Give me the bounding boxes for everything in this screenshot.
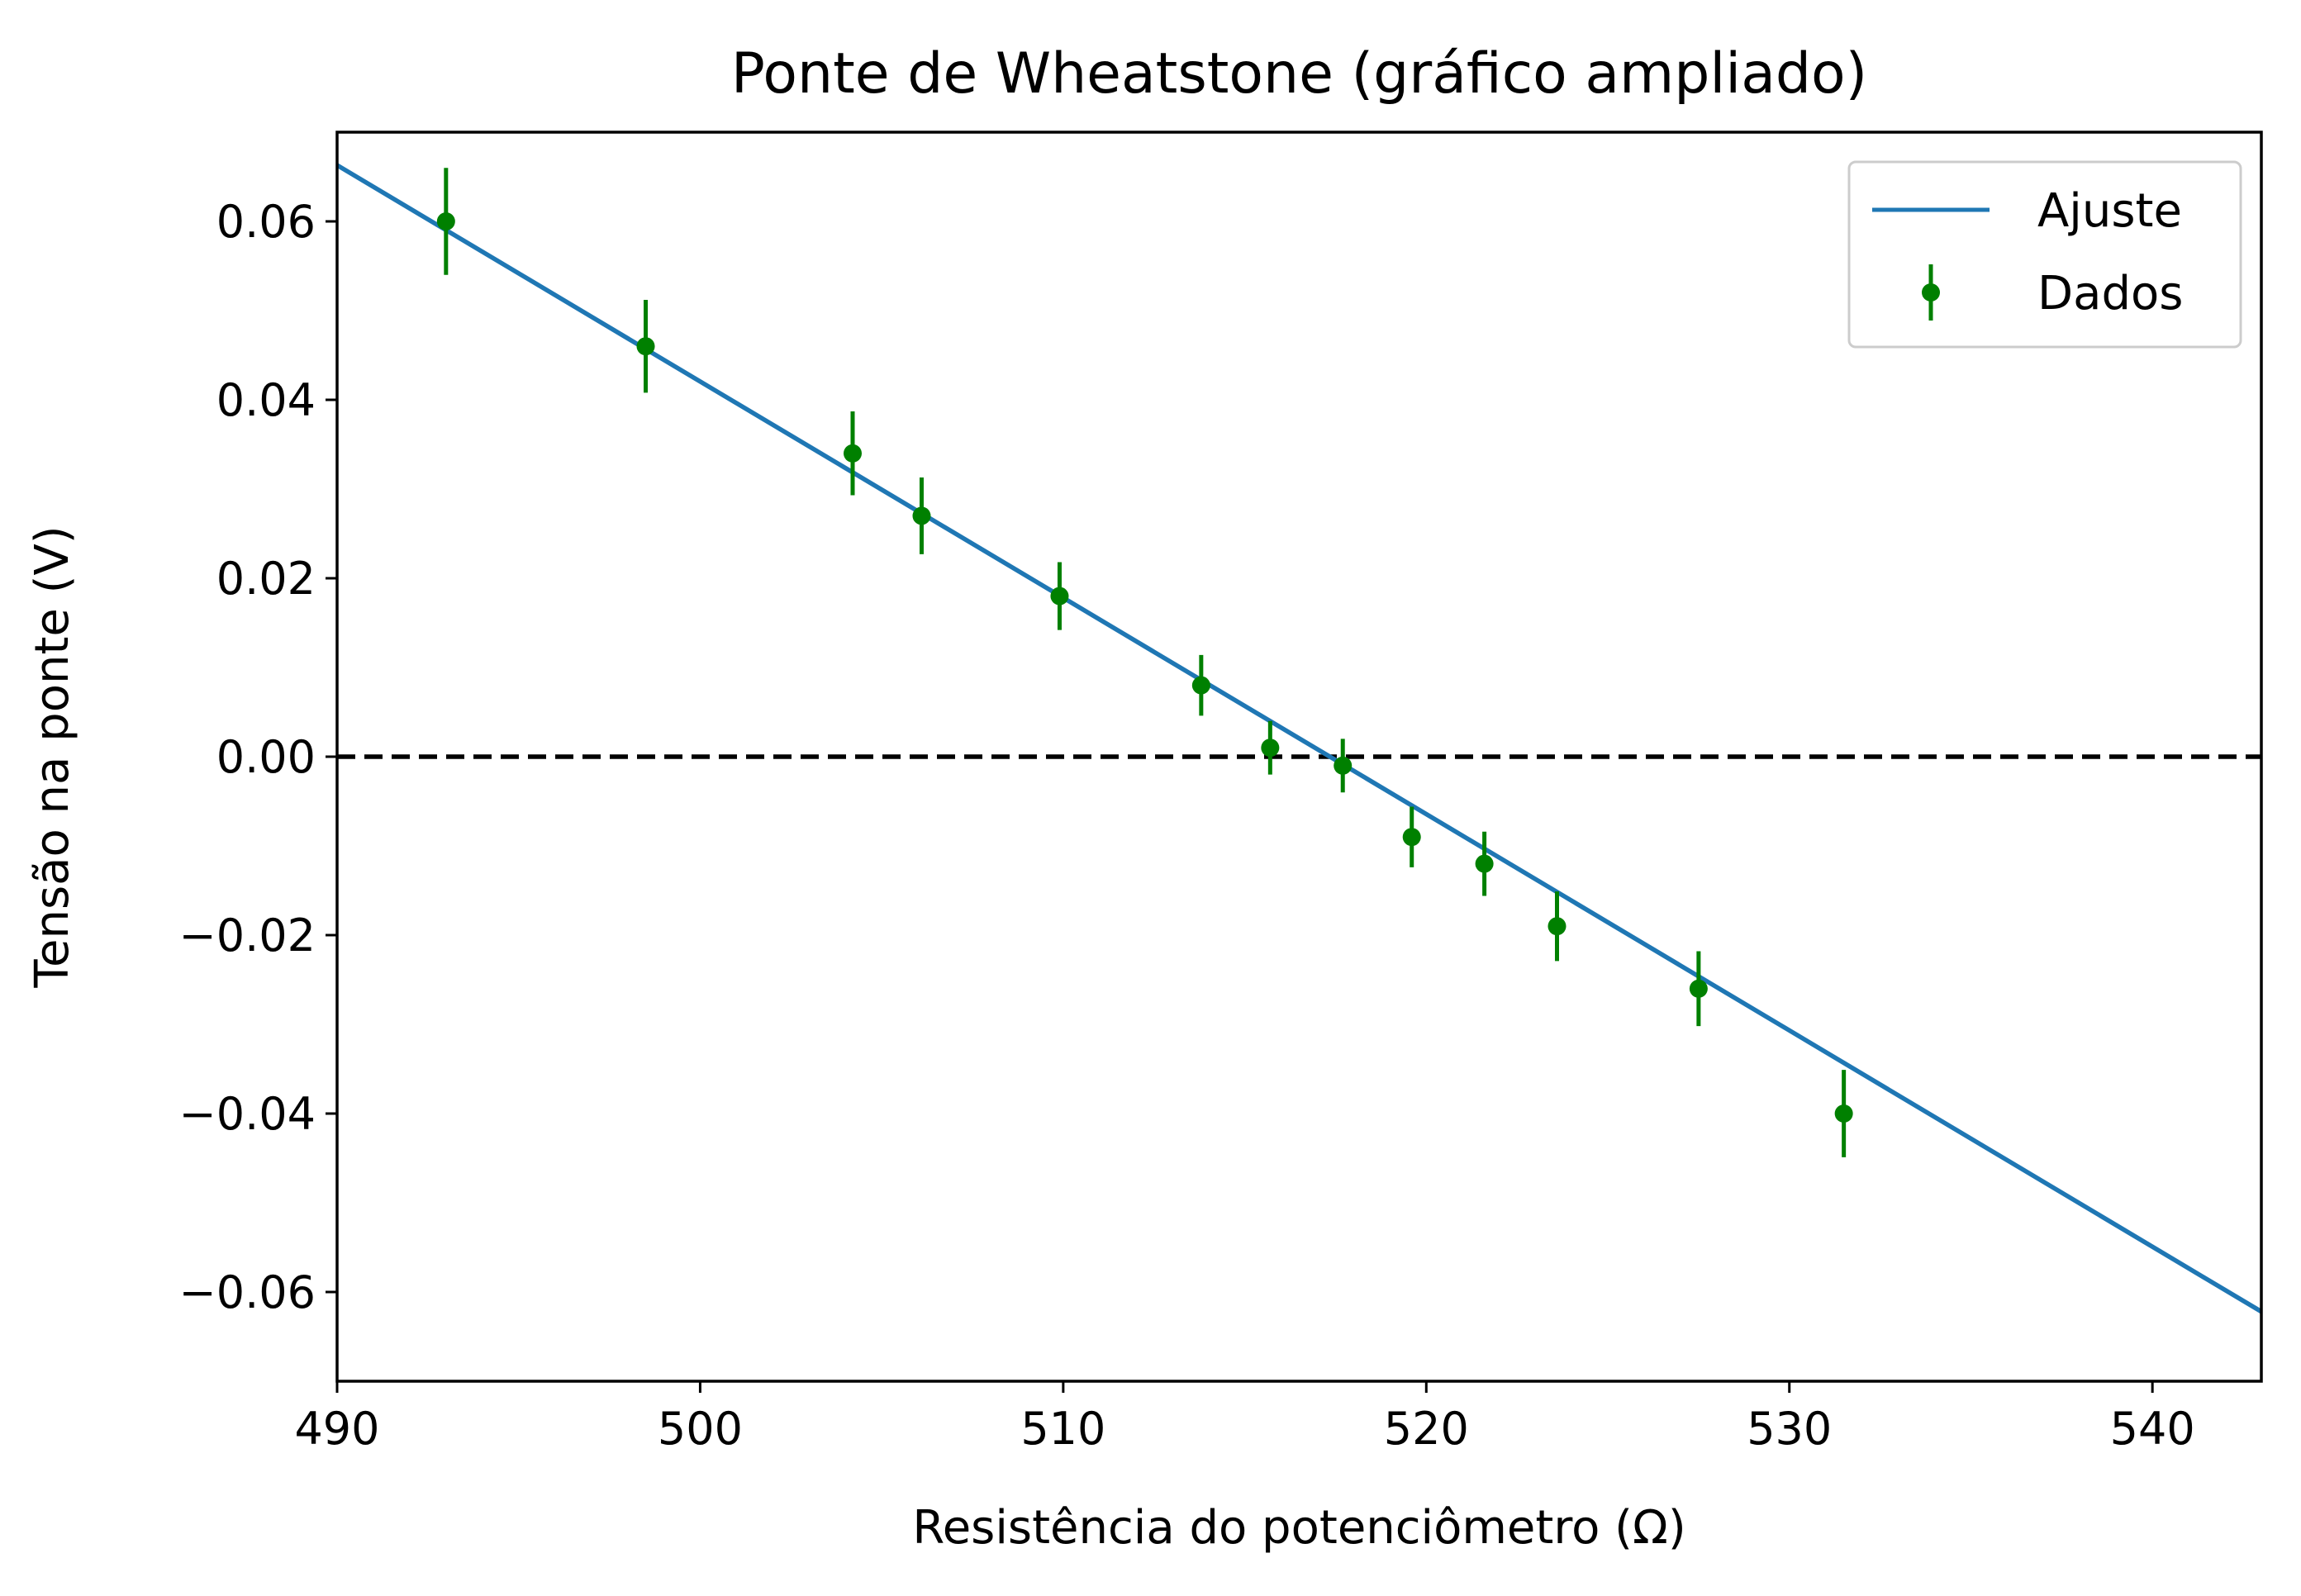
axis-ticks: 490 500 510 520 530 540 0.06 0.04 0.02 0.00 −0.02 −… — [179, 196, 2195, 1455]
chart-title: Ponte de Wheatstone (gráfico ampliado) — [731, 41, 1867, 107]
data-point — [1475, 854, 1494, 873]
data-point — [912, 506, 931, 525]
y-tick-label: 0.02 — [216, 553, 316, 605]
data-point — [1834, 1104, 1853, 1123]
x-tick-label: 540 — [2110, 1403, 2195, 1455]
data-point — [1191, 676, 1210, 695]
x-tick-label: 510 — [1020, 1403, 1105, 1455]
data-point — [843, 444, 862, 463]
plot-area — [337, 163, 2261, 1314]
data-point — [1050, 587, 1069, 606]
data-point — [1689, 979, 1708, 998]
y-axis-title: Tensão na ponte (V) — [26, 525, 79, 988]
y-tick-label: 0.00 — [216, 731, 316, 783]
x-axis-title: Resistência do potenciômetro (Ω) — [912, 1501, 1685, 1555]
x-tick-label: 520 — [1384, 1403, 1469, 1455]
y-tick-label: −0.04 — [179, 1088, 316, 1140]
legend-label-dados: Dados — [2037, 267, 2183, 321]
y-tick-label: −0.02 — [179, 910, 316, 962]
data-point — [436, 212, 455, 230]
y-tick-label: −0.06 — [179, 1266, 316, 1318]
data-point — [1261, 739, 1280, 758]
y-tick-label: 0.06 — [216, 196, 316, 248]
x-tick-label: 500 — [658, 1403, 743, 1455]
legend-label-ajuste: Ajuste — [2037, 184, 2182, 238]
fit-line — [337, 163, 2261, 1314]
legend-swatch-dados-marker — [1922, 283, 1940, 302]
x-tick-label: 530 — [1747, 1403, 1832, 1455]
data-point — [636, 337, 655, 356]
data-point — [1334, 756, 1353, 775]
data-point — [1547, 917, 1566, 936]
data-point — [1402, 828, 1421, 847]
x-tick-label: 490 — [294, 1403, 379, 1455]
y-tick-label: 0.04 — [216, 374, 316, 426]
legend: Ajuste Dados — [1847, 160, 2242, 349]
